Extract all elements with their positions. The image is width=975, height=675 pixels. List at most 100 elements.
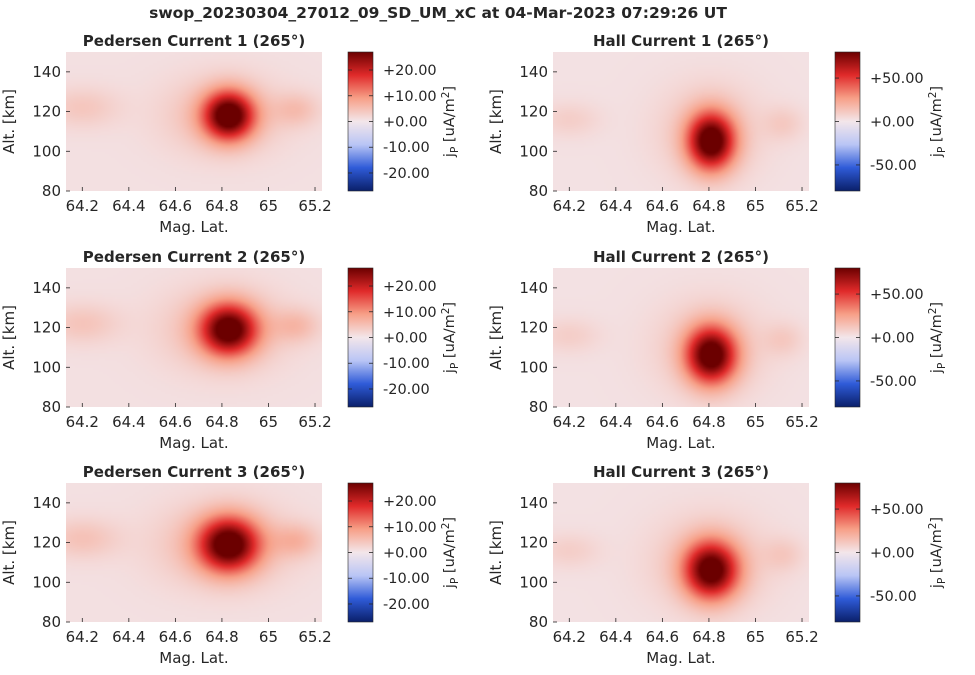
panel-6-ytick-label: 120 <box>519 534 548 552</box>
panel-2-xtick-label: 64.4 <box>599 197 632 215</box>
panel-5-xtick-label: 64.2 <box>66 628 99 646</box>
panel-3-colorbar-tick-label: -20.00 <box>383 382 430 398</box>
panel-4-ytick-label: 140 <box>519 279 548 297</box>
panel-5-ytick-label: 120 <box>32 534 61 552</box>
panel-2-xtick-label: 64.2 <box>553 197 586 215</box>
panel-5: Pedersen Current 3 (265°) 64.2 64.4 64.6 64.… <box>0 463 461 667</box>
panel-1-colorbar-tick-label: +10.00 <box>383 89 437 105</box>
panel-4-heatmap <box>553 268 809 407</box>
panel-6-ytick-label: 100 <box>519 573 548 591</box>
panel-4-xtick-label: 64.8 <box>692 413 725 431</box>
panel-5-xtick-label: 64.8 <box>205 628 238 646</box>
panel-1-xtick-label: 65 <box>259 197 278 215</box>
panel-6-ylabel: Alt. [km] <box>487 520 505 585</box>
panel-6-colorbar-tick-label: +50.00 <box>870 502 924 518</box>
panel-4-xtick-label: 65 <box>746 413 765 431</box>
panel-3: Pedersen Current 2 (265°) 64.2 64.4 64.6 64.… <box>0 248 461 452</box>
panel-2-title: Hall Current 1 (265°) <box>593 32 769 50</box>
panel-6-colorbar-tick-label: -50.00 <box>870 589 917 605</box>
panel-5-xtick-label: 65 <box>259 628 278 646</box>
panel-2-colorbar-label: jP [uA/m2] <box>927 86 948 158</box>
panel-5-xtick-label: 64.4 <box>112 628 145 646</box>
panel-4-colorbar-tick-label: +0.00 <box>870 331 914 347</box>
panel-1-xtick-label: 64.8 <box>205 197 238 215</box>
panel-1-ytick-label: 100 <box>32 142 61 160</box>
panel-1-title: Pedersen Current 1 (265°) <box>83 32 305 50</box>
panel-4-xtick-label: 64.6 <box>646 413 679 431</box>
panel-6-xtick-label: 64.6 <box>646 628 679 646</box>
panel-2-xtick-label: 65 <box>746 197 765 215</box>
panel-6-xtick-label: 65 <box>746 628 765 646</box>
panel-3-colorbar-tick-label: -10.00 <box>383 356 430 372</box>
panel-2-ytick-label: 80 <box>529 182 548 200</box>
figure-title: swop_20230304_27012_09_SD_UM_xC at 04-Ma… <box>149 4 727 22</box>
panel-5-ytick-label: 100 <box>32 573 61 591</box>
panel-1-colorbar-tick-label: +0.00 <box>383 115 427 131</box>
panel-3-colorbar-label: jP [uA/m2] <box>440 302 461 374</box>
panel-1-ytick-label: 120 <box>32 103 61 121</box>
panel-5-colorbar-tick-label: +0.00 <box>383 546 427 562</box>
panel-4-ylabel: Alt. [km] <box>487 305 505 370</box>
panel-3-xtick-label: 65 <box>259 413 278 431</box>
panel-3-xtick-label: 64.6 <box>159 413 192 431</box>
panel-4-colorbar <box>834 267 861 408</box>
panel-2-xtick-label: 64.8 <box>692 197 725 215</box>
panel-1-heatmap <box>66 52 322 191</box>
panel-4-ytick-label: 80 <box>529 398 548 416</box>
panel-2-xtick-label: 65.2 <box>785 197 818 215</box>
panel-2: Hall Current 1 (265°) 64.2 64.4 64.6 64.8 65 6… <box>487 32 948 236</box>
panel-4-colorbar-tick-label: -50.00 <box>870 374 917 390</box>
panel-1-xtick-label: 65.2 <box>298 197 331 215</box>
panel-5-colorbar-label: jP [uA/m2] <box>440 517 461 589</box>
panel-3-ytick-label: 140 <box>32 279 61 297</box>
panel-1-xtick-label: 64.6 <box>159 197 192 215</box>
panel-1-colorbar-tick-label: -10.00 <box>383 140 430 156</box>
panel-5-colorbar-tick-label: -10.00 <box>383 571 430 587</box>
panel-5-colorbar-tick-label: +10.00 <box>383 520 437 536</box>
panel-6-xlabel: Mag. Lat. <box>646 649 715 667</box>
panel-2-xlabel: Mag. Lat. <box>646 218 715 236</box>
panel-3-heatmap <box>66 268 322 407</box>
panel-5-colorbar-tick-label: -20.00 <box>383 597 430 613</box>
panel-6: Hall Current 3 (265°) 64.2 64.4 64.6 64.8 65 6… <box>487 463 948 667</box>
panel-6-colorbar-label: jP [uA/m2] <box>927 517 948 589</box>
panels: Pedersen Current 1 (265°) 64.2 64.4 64.6 64.… <box>0 32 948 667</box>
panel-4-ytick-label: 120 <box>519 319 548 337</box>
panel-5-title: Pedersen Current 3 (265°) <box>83 463 305 481</box>
panel-6-ytick-label: 140 <box>519 494 548 512</box>
panel-1: Pedersen Current 1 (265°) 64.2 64.4 64.6 64.… <box>0 32 461 236</box>
panel-6-xtick-label: 64.8 <box>692 628 725 646</box>
panel-4-xtick-label: 64.4 <box>599 413 632 431</box>
panel-3-xtick-label: 64.4 <box>112 413 145 431</box>
panel-4-xtick-label: 64.2 <box>553 413 586 431</box>
panel-3-ytick-label: 100 <box>32 358 61 376</box>
panel-5-colorbar-tick-label: +20.00 <box>383 494 437 510</box>
panel-3-ytick-label: 120 <box>32 319 61 337</box>
panel-3-title: Pedersen Current 2 (265°) <box>83 248 305 266</box>
panel-5-ylabel: Alt. [km] <box>0 520 18 585</box>
panel-5-heatmap <box>66 483 322 622</box>
panel-2-heatmap <box>553 52 809 191</box>
panel-1-colorbar-tick-label: +20.00 <box>383 63 437 79</box>
panel-1-xtick-label: 64.2 <box>66 197 99 215</box>
panel-6-xtick-label: 65.2 <box>785 628 818 646</box>
panel-3-xlabel: Mag. Lat. <box>159 434 228 452</box>
panel-2-colorbar-tick-label: +50.00 <box>870 71 924 87</box>
panel-6-xtick-label: 64.2 <box>553 628 586 646</box>
panel-1-ylabel: Alt. [km] <box>0 89 18 154</box>
panel-3-xtick-label: 64.8 <box>205 413 238 431</box>
panel-5-xtick-label: 65.2 <box>298 628 331 646</box>
panel-1-xlabel: Mag. Lat. <box>159 218 228 236</box>
panel-4-xlabel: Mag. Lat. <box>646 434 715 452</box>
panel-2-xtick-label: 64.6 <box>646 197 679 215</box>
panel-4-colorbar-tick-label: +50.00 <box>870 287 924 303</box>
panel-3-xtick-label: 64.2 <box>66 413 99 431</box>
panel-3-colorbar-tick-label: +20.00 <box>383 279 437 295</box>
panel-1-xtick-label: 64.4 <box>112 197 145 215</box>
panel-6-colorbar-tick-label: +0.00 <box>870 546 914 562</box>
panel-5-ytick-label: 80 <box>42 613 61 631</box>
panel-3-colorbar-tick-label: +0.00 <box>383 331 427 347</box>
panel-2-colorbar-tick-label: +0.00 <box>870 115 914 131</box>
panel-3-colorbar <box>347 267 374 408</box>
